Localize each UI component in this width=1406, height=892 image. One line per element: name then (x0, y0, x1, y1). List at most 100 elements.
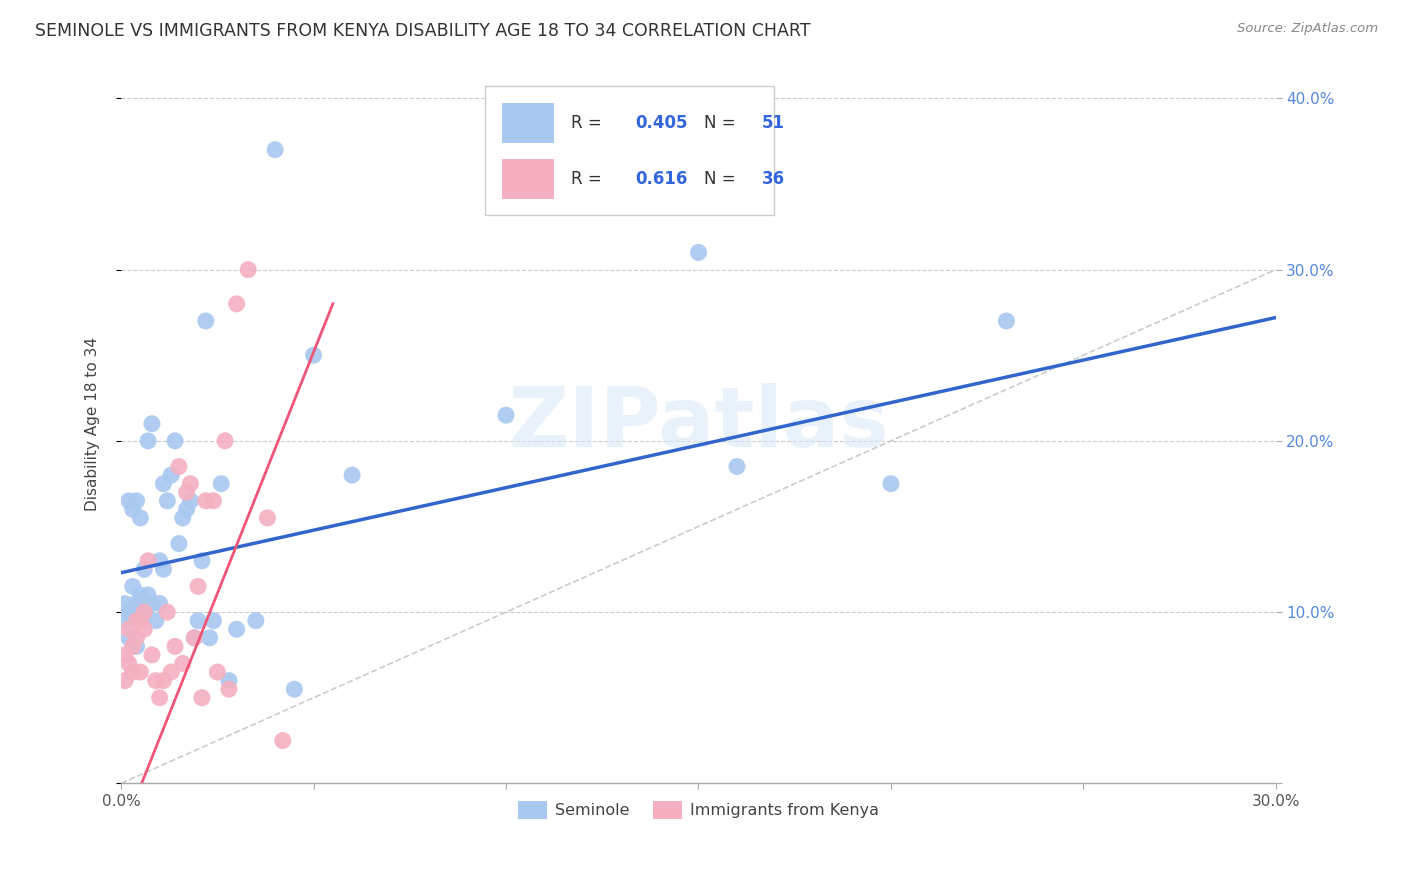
Point (152, 562, 174, 576)
Point (152, 476, 174, 491)
Point (121, 605, 143, 619)
Point (129, 511, 152, 525)
Point (156, 605, 179, 619)
Text: N =: N = (704, 170, 741, 188)
Point (256, 511, 278, 525)
Point (264, 143, 287, 157)
Text: N =: N = (704, 114, 741, 132)
Point (179, 493, 201, 508)
Point (141, 648, 163, 662)
Point (202, 614, 225, 628)
Point (194, 314, 217, 328)
Point (121, 579, 143, 593)
Point (167, 536, 190, 550)
Point (118, 657, 141, 671)
FancyBboxPatch shape (502, 160, 554, 199)
Point (125, 631, 148, 645)
Point (187, 614, 209, 628)
Point (218, 682, 240, 697)
Point (179, 476, 201, 491)
Point (118, 622, 141, 636)
Text: SEMINOLE VS IMMIGRANTS FROM KENYA DISABILITY AGE 18 TO 34 CORRELATION CHART: SEMINOLE VS IMMIGRANTS FROM KENYA DISABI… (35, 22, 811, 40)
Point (283, 682, 305, 697)
Point (114, 648, 136, 662)
Point (129, 614, 152, 628)
Point (121, 640, 143, 654)
Point (160, 468, 183, 483)
Point (134, 622, 156, 636)
Point (302, 348, 325, 362)
Point (125, 493, 148, 508)
Point (207, 665, 229, 679)
Text: 0.405: 0.405 (636, 114, 688, 132)
Point (149, 690, 172, 705)
Text: Source: ZipAtlas.com: Source: ZipAtlas.com (1237, 22, 1378, 36)
Text: R =: R = (571, 170, 607, 188)
Text: 36: 36 (762, 170, 785, 188)
FancyBboxPatch shape (502, 103, 554, 143)
Point (995, 314, 1018, 328)
Point (176, 485, 198, 500)
Point (118, 605, 141, 619)
Point (245, 614, 267, 628)
Point (136, 588, 159, 602)
Point (114, 614, 136, 628)
Text: 51: 51 (762, 114, 785, 132)
Point (167, 459, 190, 474)
Point (114, 597, 136, 611)
Point (236, 262, 259, 277)
Point (125, 640, 148, 654)
Point (183, 631, 205, 645)
Point (163, 640, 186, 654)
Point (118, 493, 141, 508)
Point (149, 597, 172, 611)
Point (114, 673, 136, 688)
Point (121, 502, 143, 516)
Point (495, 408, 517, 422)
Point (198, 631, 221, 645)
Point (145, 673, 167, 688)
FancyBboxPatch shape (485, 86, 773, 215)
Point (152, 673, 174, 688)
Point (725, 459, 748, 474)
Point (191, 554, 214, 568)
Point (156, 493, 179, 508)
Text: ZIPatlas: ZIPatlas (508, 384, 889, 464)
Point (134, 605, 156, 619)
Point (125, 597, 148, 611)
Point (134, 605, 156, 619)
Point (134, 562, 156, 576)
Point (172, 657, 194, 671)
Text: R =: R = (571, 114, 607, 132)
Point (191, 690, 214, 705)
Point (340, 468, 363, 483)
Point (214, 434, 236, 448)
Point (271, 733, 294, 747)
Point (125, 614, 148, 628)
Legend: Seminole, Immigrants from Kenya: Seminole, Immigrants from Kenya (512, 795, 886, 826)
Point (187, 579, 209, 593)
Point (194, 493, 217, 508)
Point (176, 502, 198, 516)
Point (136, 554, 159, 568)
Point (145, 614, 167, 628)
Point (202, 493, 225, 508)
Point (149, 554, 172, 568)
Point (163, 434, 186, 448)
Point (141, 417, 163, 431)
Point (136, 434, 159, 448)
Point (225, 622, 247, 636)
Point (688, 245, 710, 260)
Point (118, 631, 141, 645)
Point (209, 476, 232, 491)
Text: 0.616: 0.616 (636, 170, 688, 188)
Point (183, 631, 205, 645)
Point (129, 614, 152, 628)
Y-axis label: Disability Age 18 to 34: Disability Age 18 to 34 (86, 336, 100, 511)
Point (121, 665, 143, 679)
Point (129, 588, 152, 602)
Point (880, 476, 903, 491)
Point (218, 673, 240, 688)
Point (225, 297, 247, 311)
Point (129, 665, 152, 679)
